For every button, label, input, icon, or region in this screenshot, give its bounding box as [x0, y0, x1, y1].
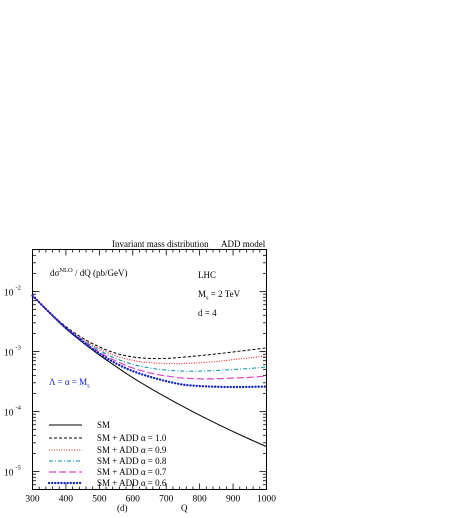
- x-tick-labels: 300 400 500 600 700 800 900 1000: [25, 495, 276, 505]
- x-tick-label: 500: [92, 495, 107, 505]
- series-line-3: [32, 295, 267, 372]
- legend-label-3: SM + ADD α = 0.8: [97, 456, 167, 466]
- chart-title: Invariant mass distribution: [112, 239, 209, 249]
- legend-label-2: SM + ADD α = 0.9: [97, 445, 167, 455]
- axis-ticks: [32, 249, 267, 490]
- y-tick-label: 10-5: [4, 464, 21, 478]
- y-tick-label: 10-4: [4, 404, 22, 418]
- legend-label-5: SM + ADD α = 0.6: [97, 478, 167, 488]
- y-axis-label-rest: / dQ (pb/GeV): [73, 268, 128, 278]
- curves: [31, 294, 268, 448]
- y-tick-label: 10-2: [4, 284, 21, 298]
- series-line-1: [32, 295, 267, 360]
- legend-label-0: SM: [97, 420, 110, 430]
- lambda-label-sub: s: [87, 383, 90, 390]
- x-tick-label: 600: [126, 495, 141, 505]
- series-line-4: [32, 295, 267, 380]
- x-tick-label: 400: [59, 495, 74, 505]
- info-mass-rest: = 2 TeV: [209, 289, 241, 299]
- info-mass-sub: s: [206, 295, 209, 302]
- x-tick-label: 300: [25, 495, 40, 505]
- y-tick-labels: 10-2 10-3 10-4 10-5: [4, 284, 22, 478]
- legend-label-4: SM + ADD α = 0.7: [97, 467, 167, 477]
- y-axis-label-sup: NLO: [59, 267, 73, 274]
- x-tick-label: 900: [226, 495, 241, 505]
- series-line-5: [31, 294, 268, 389]
- info-dimension: d = 4: [198, 308, 217, 318]
- info-collider: LHC: [198, 270, 216, 280]
- lambda-label-main: Λ = α = M: [49, 377, 87, 387]
- legend-label-1: SM + ADD α = 1.0: [97, 433, 167, 443]
- series-line-2: [32, 295, 267, 365]
- x-tick-label: 800: [193, 495, 208, 505]
- y-axis-label-main: dσ: [50, 268, 60, 278]
- model-label: ADD model: [221, 239, 266, 249]
- lambda-label: Λ = α = Ms: [49, 377, 90, 390]
- info-mass: Ms = 2 TeV: [198, 289, 241, 302]
- panel-label: (d): [117, 503, 128, 513]
- info-mass-main: M: [198, 289, 206, 299]
- series-line-0: [32, 295, 267, 448]
- y-tick-label: 10-3: [4, 344, 21, 358]
- x-axis-label: Q: [181, 503, 188, 513]
- x-tick-label: 1000: [257, 495, 276, 505]
- y-axis-label: dσNLO / dQ (pb/GeV): [50, 267, 127, 278]
- x-tick-label: 700: [159, 495, 174, 505]
